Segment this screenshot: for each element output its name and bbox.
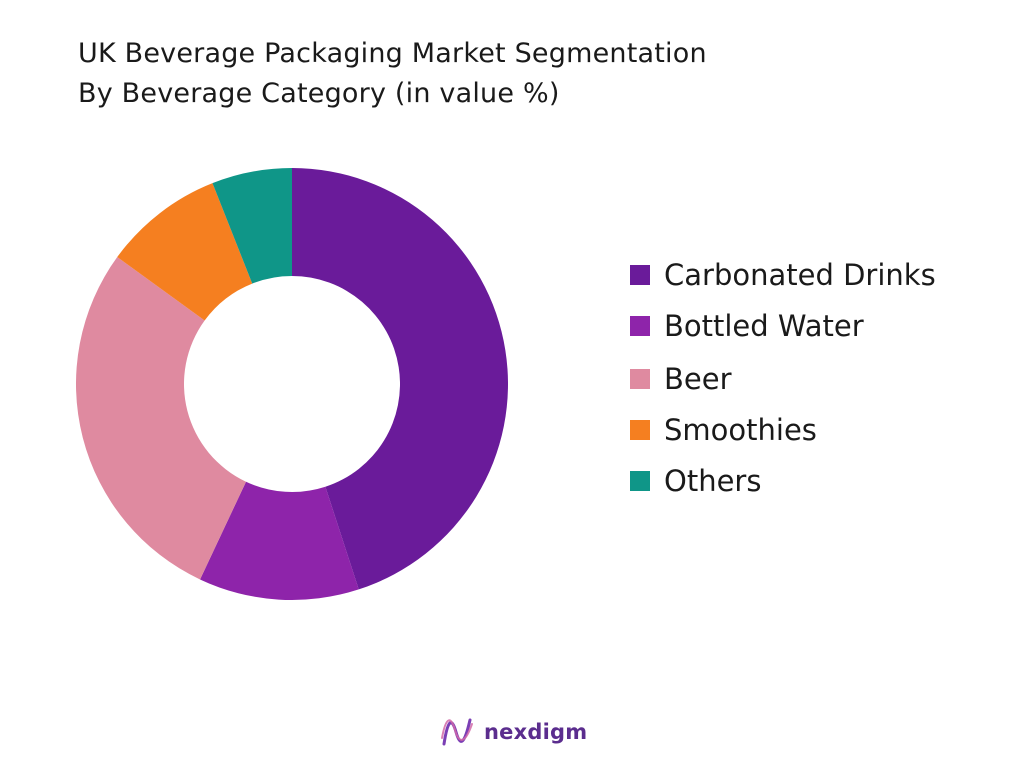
legend-item-beer: Beer (630, 362, 1020, 396)
donut-slice-bottled-water (200, 481, 359, 600)
legend-label: Smoothies (664, 413, 817, 447)
donut-slice-smoothies (117, 183, 253, 321)
donut-slice-others (212, 168, 292, 284)
legend-item-smoothies: Smoothies (630, 413, 1020, 447)
donut-slice-beer (75, 257, 247, 580)
legend-item-carbonated-drinks: Carbonated Drinks (630, 258, 1020, 292)
chart-legend: Carbonated Drinks Bottled Water Beer Smooth… (630, 258, 1020, 519)
chart-title: UK Beverage Packaging Market Segmentatio… (78, 34, 707, 114)
legend-swatch (630, 420, 650, 440)
legend-swatch (630, 369, 650, 389)
donut-slice-carbonated-drinks (292, 168, 509, 590)
nexdigm-logo-icon (441, 718, 473, 746)
legend-label: Others (664, 464, 762, 498)
legend-item-bottled-water: Bottled Water (630, 309, 1020, 343)
brand-name: nexdigm (484, 720, 588, 744)
chart-title-line-2: By Beverage Category (in value %) (78, 78, 560, 109)
legend-label: Beer (664, 362, 732, 396)
legend-swatch (630, 471, 650, 491)
legend-label: Bottled Water (664, 309, 864, 343)
legend-item-others: Others (630, 464, 1020, 498)
brand-logo: nexdigm (440, 714, 587, 750)
chart-title-line-1: UK Beverage Packaging Market Segmentatio… (78, 38, 707, 69)
legend-swatch (630, 265, 650, 285)
legend-swatch (630, 316, 650, 336)
legend-label: Carbonated Drinks (664, 258, 936, 292)
